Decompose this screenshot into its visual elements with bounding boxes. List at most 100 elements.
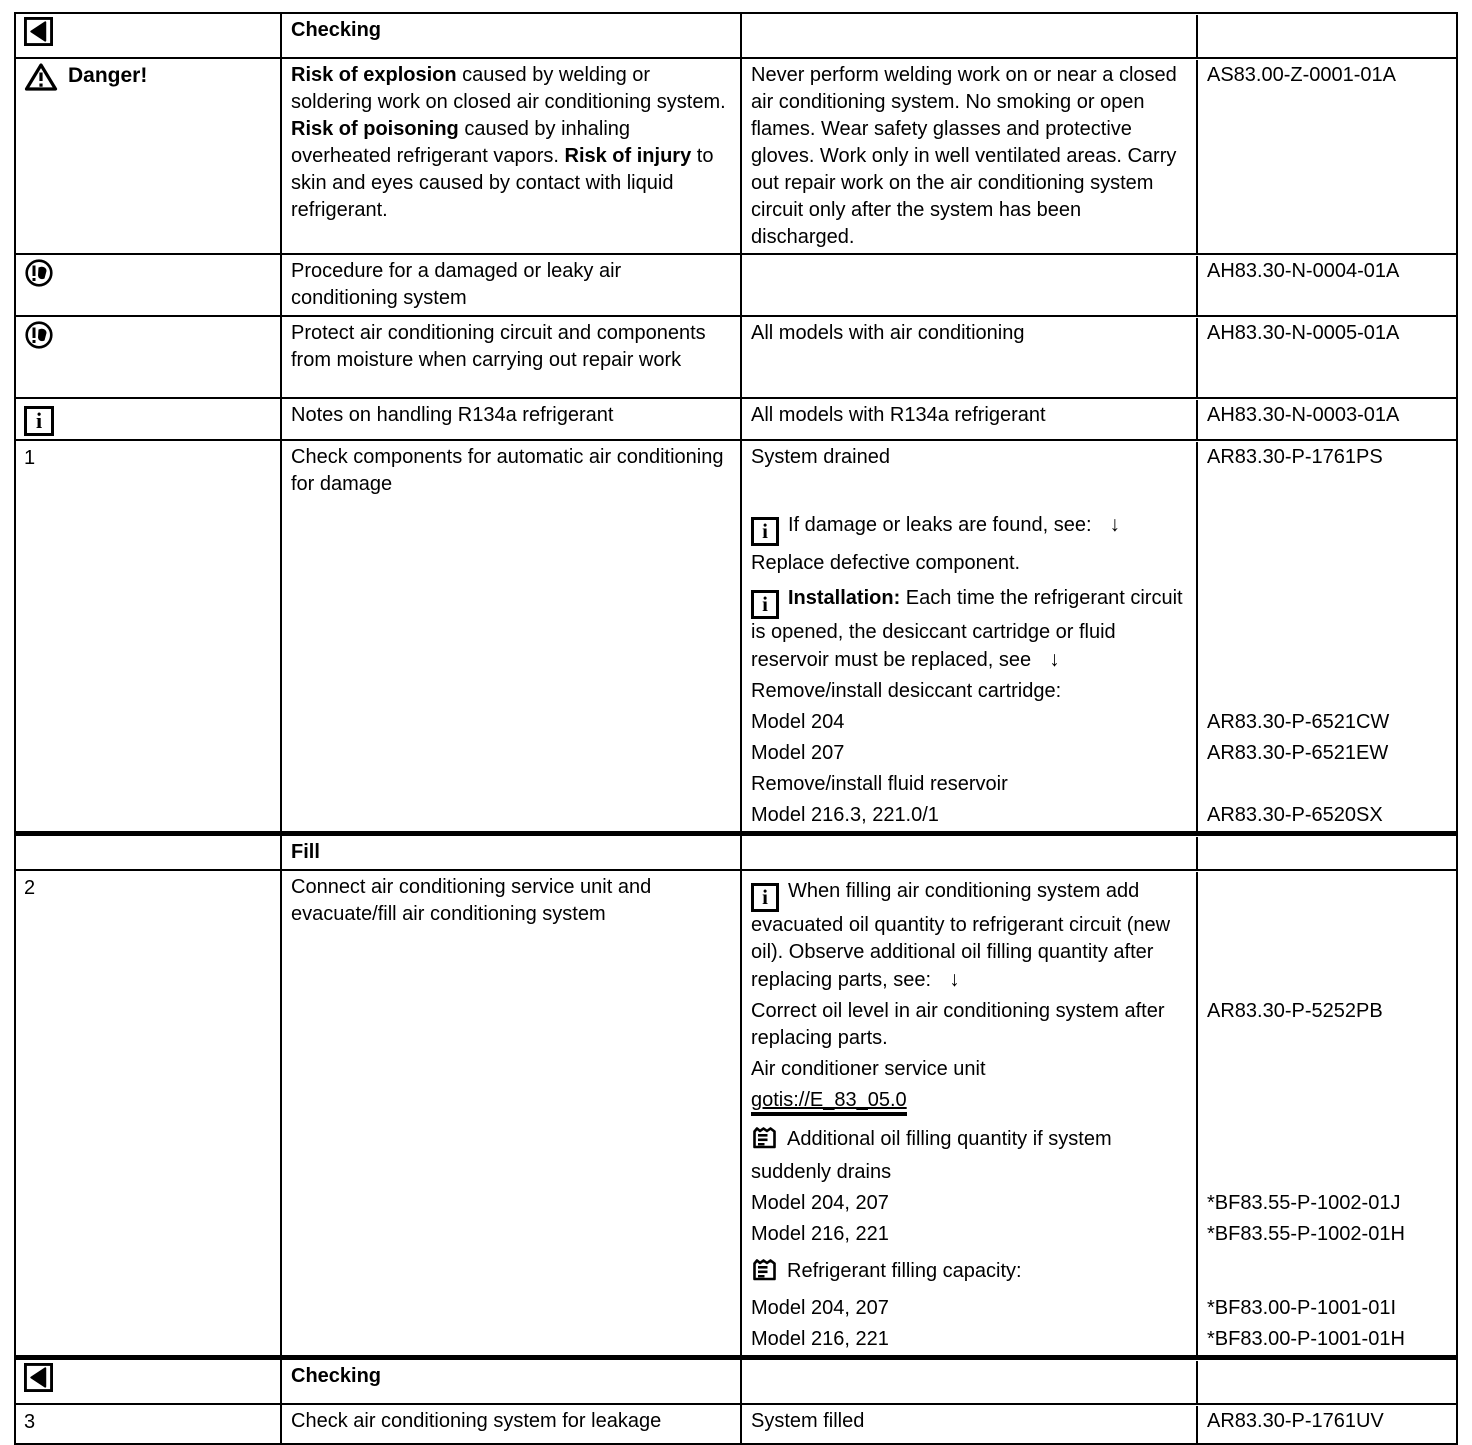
- detail-line: AH83.30-N-0004-01A: [742, 256, 1456, 315]
- detail-text-cell: Model 204, 207: [742, 1293, 1196, 1324]
- detail-text-cell: Replace defective component.: [742, 548, 1196, 579]
- detail-line: Remove/install desiccant cartridge:: [742, 676, 1456, 707]
- ref-cell: [1196, 473, 1456, 505]
- section-title: Fill: [291, 841, 320, 863]
- note-circle-icon: [24, 320, 54, 358]
- detail-line: Model 207 AR83.30-P-6521EW: [742, 738, 1456, 769]
- doc-ref: *BF83.55-P-1002-01J: [1207, 1192, 1401, 1214]
- ref-cell: *BF83.00-P-1001-01H: [1196, 1324, 1456, 1355]
- doc-ref: AR83.30-P-1761PS: [1207, 446, 1383, 468]
- doc-ref: *BF83.00-P-1001-01I: [1207, 1297, 1397, 1319]
- description-cell: Check air conditioning system for leakag…: [280, 1405, 740, 1443]
- detail-text: Remove/install desiccant cartridge:: [751, 680, 1062, 702]
- detail-line: All models with air conditioning AH83.30-…: [742, 318, 1456, 397]
- type-cell: Danger!: [16, 59, 280, 253]
- table-icon: [751, 1256, 778, 1291]
- detail-line: gotis://E_83_05.0: [742, 1085, 1456, 1118]
- details-cell: i When filling air conditioning system ad…: [740, 871, 1456, 1355]
- ref-cell: AR83.30-P-6521CW: [1196, 707, 1456, 738]
- table-row-notes-r134a: i Notes on handling R134a refrigerant All …: [16, 397, 1456, 439]
- section-title: Checking: [291, 1365, 382, 1387]
- detail-text-cell: Remove/install fluid reservoir: [742, 769, 1196, 800]
- step-number: 1: [24, 447, 36, 469]
- details-cell: AH83.30-N-0004-01A: [740, 255, 1456, 315]
- back-icon[interactable]: [24, 17, 53, 54]
- detail-text-cell: Model 216.3, 221.0/1: [742, 800, 1196, 831]
- type-cell: 1: [16, 441, 280, 831]
- table-row-checking-bottom: Checking: [16, 1355, 1456, 1403]
- detail-text: Model 204, 207: [751, 1192, 889, 1214]
- note-circle-icon: [24, 258, 54, 296]
- type-cell: [16, 317, 280, 397]
- details-cell: System filled AR83.30-P-1761UV: [740, 1405, 1456, 1443]
- gotis-link[interactable]: gotis://E_83_05.0: [751, 1089, 907, 1116]
- detail-text-cell: Correct oil level in air conditioning sy…: [742, 996, 1196, 1054]
- description-text: Notes on handling R134a refrigerant: [291, 404, 614, 426]
- details-cell: [740, 1360, 1456, 1403]
- description-cell: Risk of explosion caused by welding or s…: [280, 59, 740, 253]
- detail-text: Additional oil filling quantity if syste…: [751, 1128, 1112, 1183]
- detail-text-cell: Remove/install desiccant cartridge:: [742, 676, 1196, 707]
- ref-cell: [1196, 1054, 1456, 1085]
- details-cell: All models with air conditioning AH83.30-…: [740, 317, 1456, 397]
- detail-text: System filled: [751, 1410, 865, 1432]
- table-row-danger-warning: Danger! Risk of explosion caused by weldi…: [16, 57, 1456, 253]
- type-cell: [16, 1360, 280, 1403]
- detail-line: Replace defective component.: [742, 548, 1456, 579]
- doc-ref: *BF83.55-P-1002-01H: [1207, 1223, 1405, 1245]
- table-row-fill-section: Fill: [16, 831, 1456, 869]
- warning-triangle-icon: [24, 62, 58, 100]
- detail-line: Model 204, 207 *BF83.55-P-1002-01J: [742, 1188, 1456, 1219]
- ref-cell: [1196, 837, 1456, 869]
- type-cell: i: [16, 399, 280, 439]
- back-icon[interactable]: [24, 1363, 53, 1400]
- type-cell: [16, 836, 280, 869]
- detail-text-cell: Additional oil filling quantity if syste…: [742, 1118, 1196, 1188]
- doc-ref: AR83.30-P-6521CW: [1207, 711, 1390, 733]
- ref-cell: [1196, 872, 1456, 996]
- detail-text-cell: Model 204: [742, 707, 1196, 738]
- doc-ref: AH83.30-N-0005-01A: [1207, 322, 1400, 344]
- detail-text-cell: Model 204, 207: [742, 1188, 1196, 1219]
- detail-text-cell: i When filling air conditioning system ad…: [742, 872, 1196, 996]
- detail-line: Additional oil filling quantity if syste…: [742, 1118, 1456, 1188]
- doc-ref: *BF83.00-P-1001-01H: [1207, 1328, 1405, 1350]
- description-cell: Checking: [280, 14, 740, 57]
- detail-text-cell: Model 207: [742, 738, 1196, 769]
- table-row-step-2: 2 Connect air conditioning service unit a…: [16, 869, 1456, 1355]
- description-text: caused by welding or soldering work on c…: [291, 64, 726, 113]
- detail-line: All models with R134a refrigerant AH83.30…: [742, 400, 1456, 439]
- down-arrow-icon: ↓: [1049, 648, 1060, 671]
- description-text: Check air conditioning system for leakag…: [291, 1410, 662, 1432]
- detail-text: Model 216, 221: [751, 1328, 889, 1350]
- doc-ref: AS83.00-Z-0001-01A: [1207, 64, 1397, 86]
- service-procedures-table: Checking Danger! Risk of explosion caused …: [14, 12, 1458, 1445]
- ref-cell: AH83.30-N-0003-01A: [1196, 400, 1456, 439]
- doc-ref: AR83.30-P-1761UV: [1207, 1410, 1384, 1432]
- detail-line: [742, 473, 1456, 505]
- detail-line: System drained AR83.30-P-1761PS: [742, 442, 1456, 473]
- details-cell: System drained AR83.30-P-1761PS i If damage…: [740, 441, 1456, 831]
- ref-cell: [1196, 579, 1456, 676]
- detail-line: Remove/install fluid reservoir: [742, 769, 1456, 800]
- ref-cell: AR83.30-P-6521EW: [1196, 738, 1456, 769]
- detail-line: System filled AR83.30-P-1761UV: [742, 1406, 1456, 1443]
- type-cell: 3: [16, 1405, 280, 1443]
- doc-ref: AR83.30-P-6521EW: [1207, 742, 1389, 764]
- type-cell: [16, 255, 280, 315]
- danger-label: Danger!: [68, 64, 148, 87]
- detail-text: If damage or leaks are found, see:: [788, 514, 1092, 536]
- detail-text: Model 207: [751, 742, 845, 764]
- table-row-checking-top: Checking: [16, 14, 1456, 57]
- description-text: Risk of injury: [564, 145, 692, 167]
- detail-line: i When filling air conditioning system ad…: [742, 872, 1456, 996]
- detail-line: i Installation: Each time the refrigerant…: [742, 579, 1456, 676]
- detail-text: Model 216, 221: [751, 1223, 889, 1245]
- ref-cell: [1196, 548, 1456, 579]
- description-cell: Protect air conditioning circuit and com…: [280, 317, 740, 397]
- ref-cell: AR83.30-P-1761UV: [1196, 1406, 1456, 1443]
- detail-text-cell: [742, 1361, 1196, 1403]
- step-number: 2: [24, 877, 36, 899]
- info-icon: i: [751, 590, 779, 619]
- ref-cell: *BF83.00-P-1001-01I: [1196, 1293, 1456, 1324]
